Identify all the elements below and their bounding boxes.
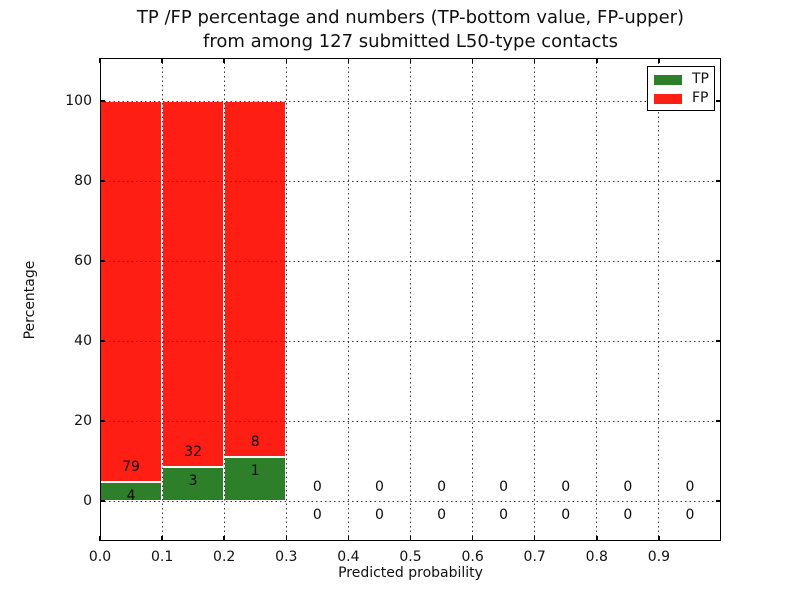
- y-tick-label: 0: [83, 493, 92, 509]
- y-tick-label: 20: [74, 413, 92, 429]
- bar-segment-tp: [100, 481, 163, 501]
- x-tick-label: 0.2: [213, 549, 236, 565]
- x-tick-label: 0.0: [88, 549, 112, 565]
- y-tick-label: 60: [74, 253, 92, 269]
- legend-item-fp: FP: [654, 89, 714, 108]
- bar-segment-fp: [100, 101, 163, 482]
- x-tick-label: 0.4: [337, 549, 360, 565]
- bar-segment-fp: [224, 101, 287, 457]
- bar-segment-fp: [162, 101, 225, 467]
- y-tick-label: 80: [74, 173, 92, 189]
- x-tick-label: 0.9: [647, 549, 671, 565]
- x-axis-title: Predicted probability: [338, 565, 483, 581]
- chart-title-line1: TP /FP percentage and numbers (TP-bottom…: [136, 7, 685, 28]
- bar-segment-tp: [162, 466, 225, 501]
- x-tick-label: 0.5: [399, 549, 422, 565]
- fp-color-swatch: [654, 93, 682, 104]
- legend-item-tp: TP: [654, 70, 714, 89]
- legend-label-tp: TP: [692, 71, 709, 87]
- x-tick-label: 0.3: [275, 549, 298, 565]
- chart-title: TP /FP percentage and numbers (TP-bottom…: [100, 6, 721, 54]
- legend-label-fp: FP: [692, 90, 709, 106]
- x-tick-label: 0.1: [150, 549, 174, 565]
- y-tick-label: 100: [65, 93, 92, 109]
- y-tick-label: 40: [74, 333, 92, 349]
- x-tick-label: 0.8: [585, 549, 608, 565]
- x-tick-label: 0.6: [461, 549, 484, 565]
- legend: TP FP: [647, 66, 715, 111]
- y-axis-title: Percentage: [22, 260, 38, 340]
- tp-color-swatch: [654, 74, 682, 85]
- bars-layer: [100, 58, 721, 541]
- bar-segment-tp: [224, 456, 287, 501]
- x-tick-label: 0.7: [523, 549, 546, 565]
- chart-title-line2: from among 127 submitted L50-type contac…: [202, 31, 618, 52]
